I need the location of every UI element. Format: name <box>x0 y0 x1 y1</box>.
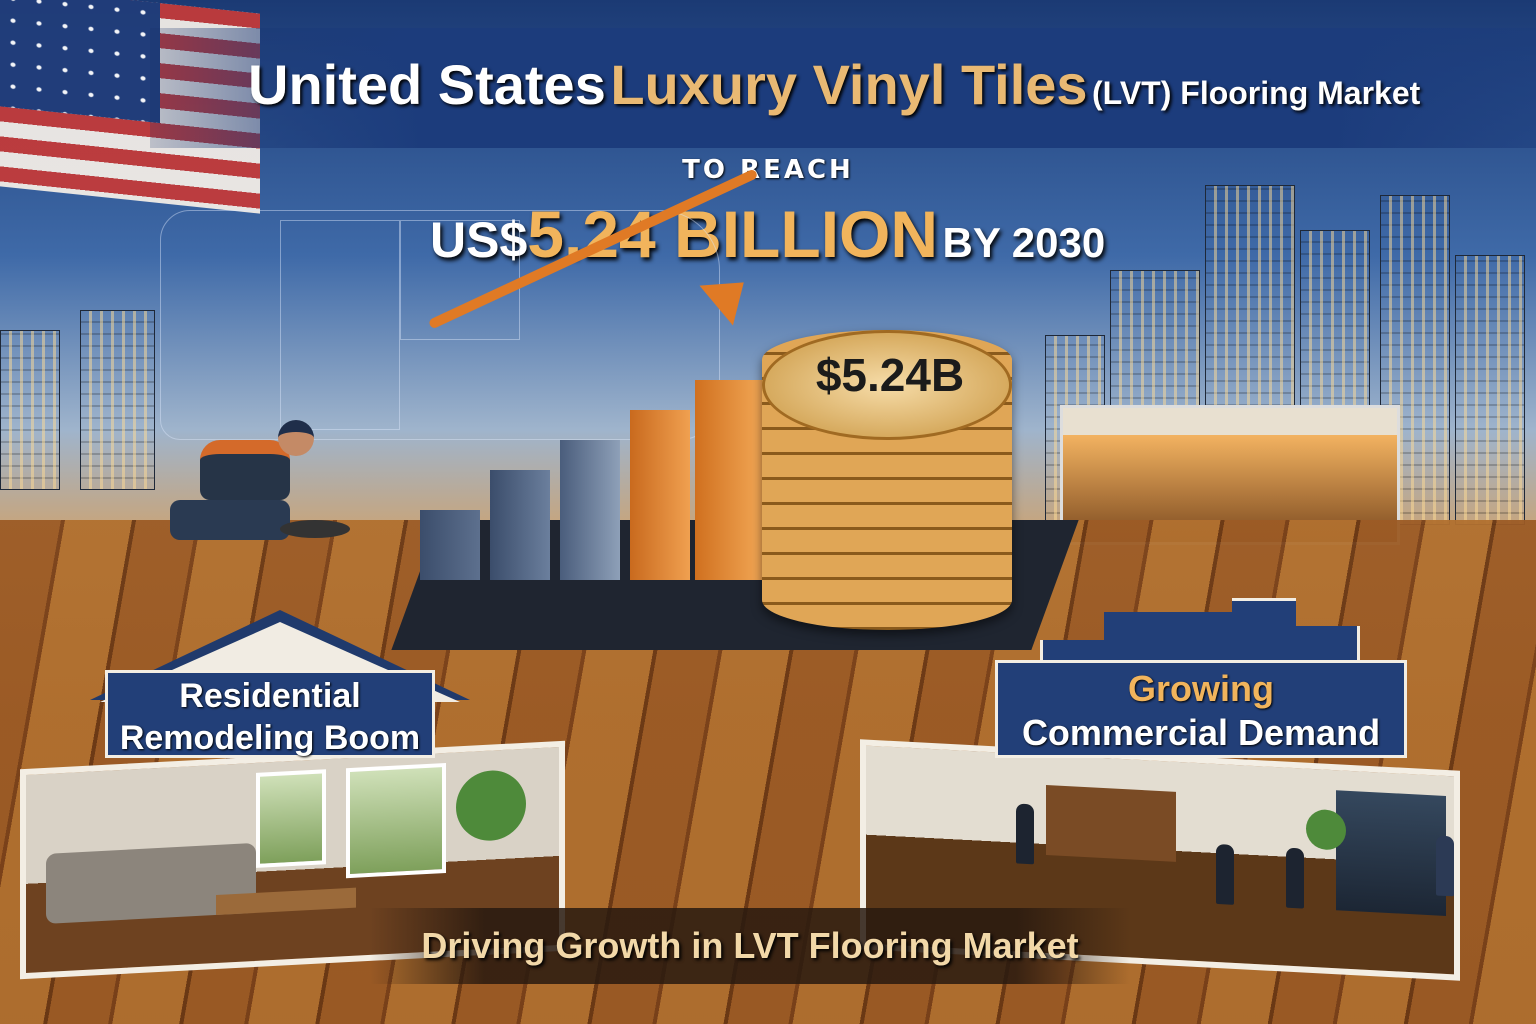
title-product: Luxury Vinyl Tiles <box>610 53 1088 116</box>
headline-year: BY 2030 <box>942 219 1106 266</box>
coin-stack-label: $5.24B <box>815 349 965 401</box>
commercial-panel: Growing Commercial Demand <box>995 660 1407 758</box>
title-suffix: (LVT) Flooring Market <box>1092 75 1421 111</box>
bar-3 <box>560 440 620 580</box>
coin-stack-icon <box>762 330 1012 630</box>
headline-amount: 5.24 BILLION <box>527 197 939 271</box>
commercial-line1: Growing <box>1128 668 1274 709</box>
page-title: United States Luxury Vinyl Tiles (LVT) F… <box>248 52 1420 117</box>
bar-5 <box>695 380 765 580</box>
bar-chart-icon <box>420 360 780 580</box>
footer-caption: Driving Growth in LVT Flooring Market <box>370 908 1130 984</box>
commercial-line2: Commercial Demand <box>1021 712 1381 753</box>
title-country: United States <box>248 53 606 116</box>
headline-value: US$5.24 BILLION BY 2030 <box>430 196 1105 272</box>
residential-line2: Remodeling Boom <box>119 719 421 757</box>
residential-line1: Residential <box>179 677 361 715</box>
worker-icon <box>160 420 350 560</box>
title-banner <box>150 28 1536 148</box>
bar-1 <box>420 510 480 580</box>
bar-2 <box>490 470 550 580</box>
residential-panel: Residential Remodeling Boom <box>105 670 435 758</box>
subtitle-lead: TO REACH <box>682 155 854 185</box>
bar-4 <box>630 410 690 580</box>
headline-currency: US$ <box>430 212 528 268</box>
